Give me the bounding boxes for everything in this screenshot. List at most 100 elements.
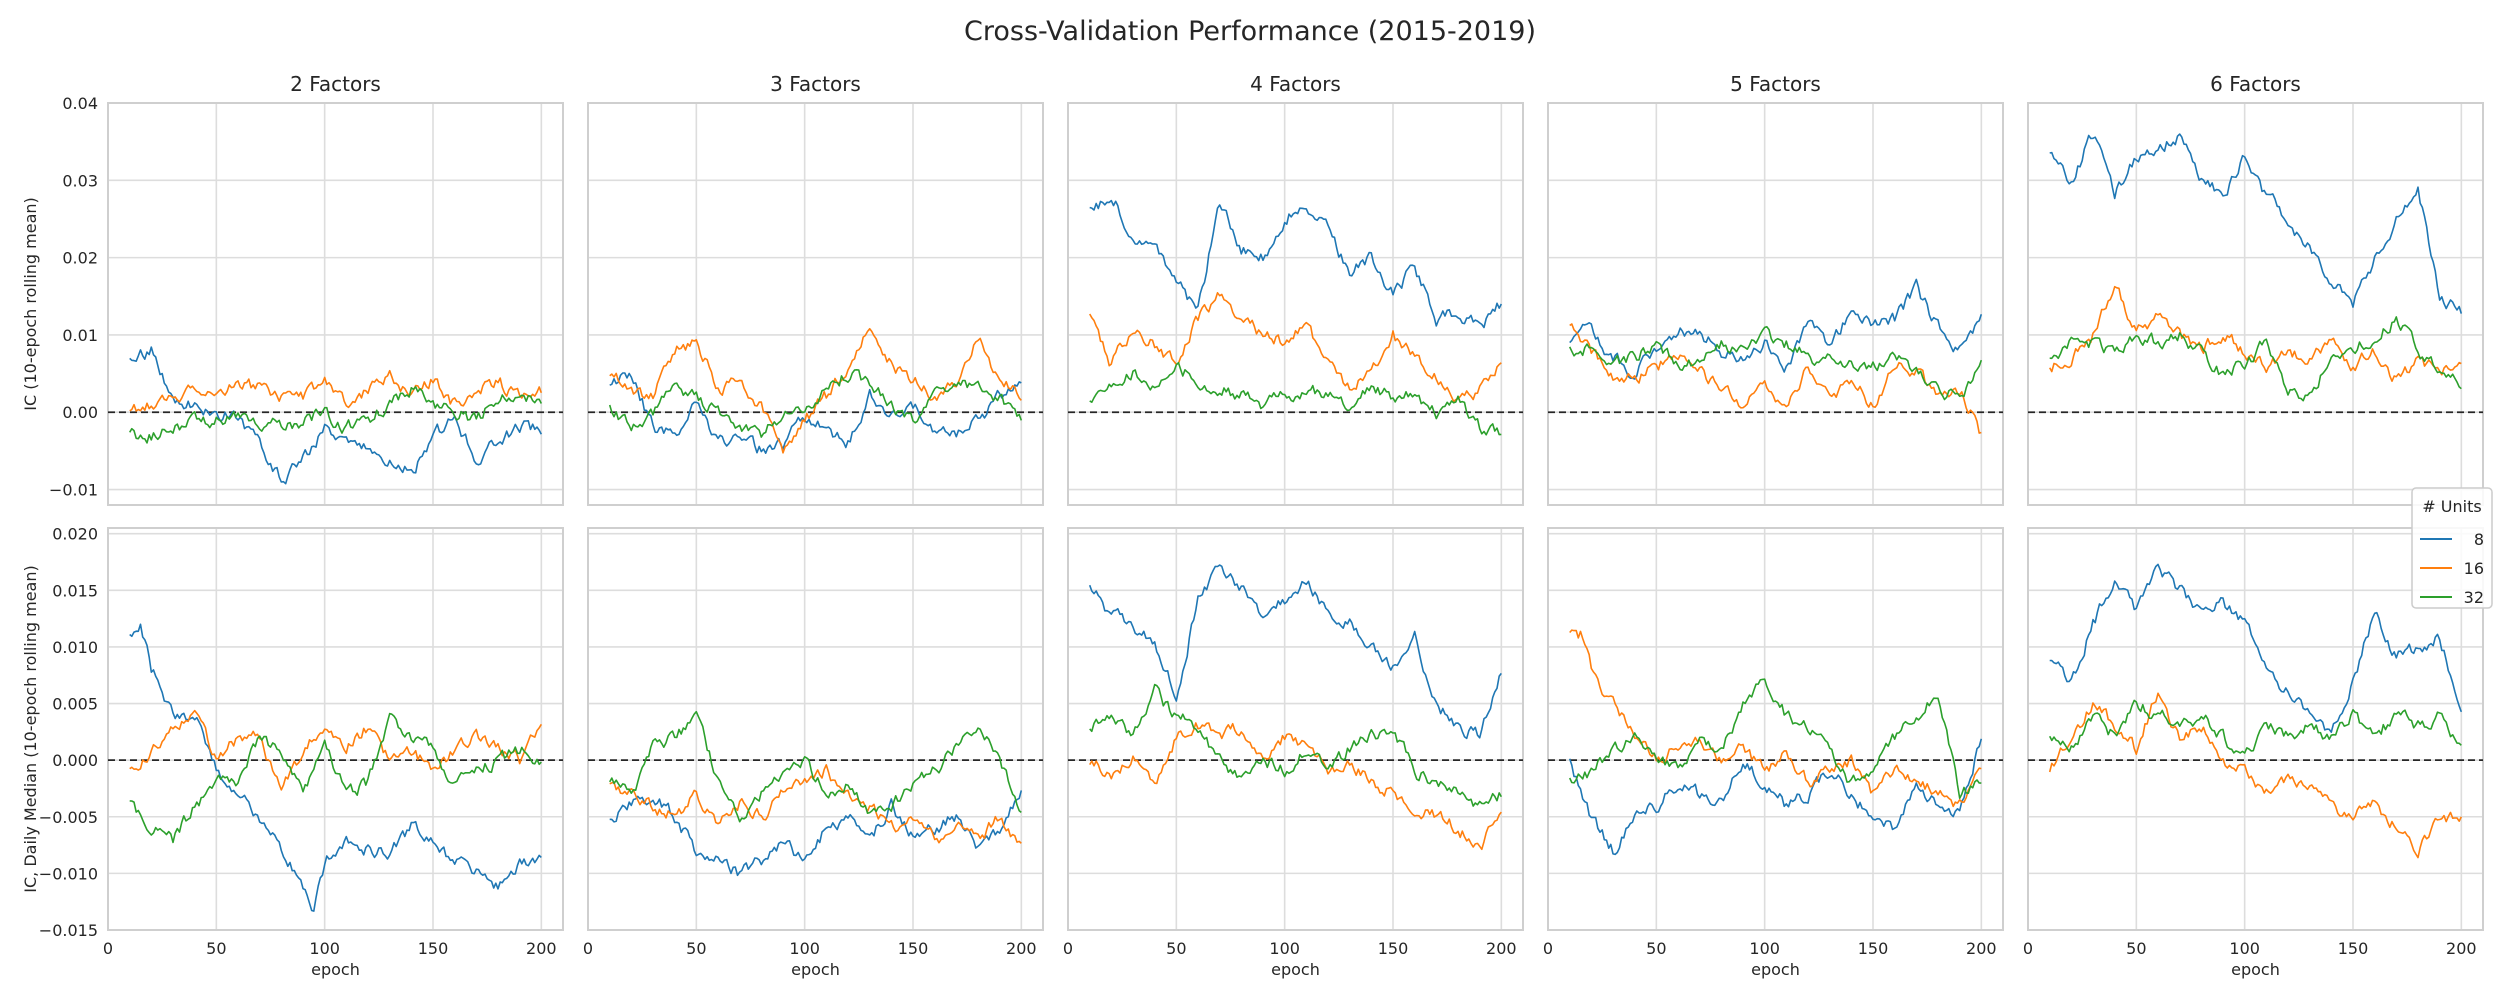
panel-frame bbox=[107, 102, 564, 506]
panel-r1-c1: 0 50 100 150 200 epoch bbox=[583, 527, 1044, 979]
x-axis-label: epoch bbox=[1271, 960, 1320, 979]
x-tick-label: 200 bbox=[1966, 939, 1997, 958]
x-tick-label: 100 bbox=[1269, 939, 1300, 958]
legend-title: # Units bbox=[2422, 497, 2481, 516]
series-line-8-units bbox=[1089, 199, 1503, 329]
y-tick-label: −0.01 bbox=[49, 481, 98, 500]
x-tick-label: 200 bbox=[1486, 939, 1517, 958]
series-line-32-units bbox=[129, 712, 542, 844]
x-tick-label: 150 bbox=[898, 939, 929, 958]
series-line-16-units bbox=[2048, 285, 2462, 382]
x-tick-label: 200 bbox=[2446, 939, 2477, 958]
series-line-8-units bbox=[1088, 564, 1502, 740]
panel-frame bbox=[587, 102, 1044, 506]
y-axis-label: IC (10-epoch rolling mean) bbox=[21, 197, 40, 411]
legend-label-32: 32 bbox=[2464, 588, 2484, 607]
series-line-8-units bbox=[129, 346, 543, 485]
panel-frame bbox=[587, 527, 1044, 931]
panel-frame bbox=[2027, 102, 2484, 506]
x-tick-label: 50 bbox=[1166, 939, 1186, 958]
panel-r0-c3: 5 Factors bbox=[1547, 72, 2004, 506]
y-tick-label: −0.010 bbox=[39, 864, 98, 883]
series-line-32-units bbox=[2049, 316, 2462, 402]
series-line-32-units bbox=[129, 386, 543, 444]
x-tick-label: 100 bbox=[789, 939, 820, 958]
figure-title: Cross-Validation Performance (2015-2019) bbox=[964, 16, 1536, 47]
x-tick-label: 0 bbox=[2023, 939, 2033, 958]
series-line-8-units bbox=[609, 372, 1022, 454]
y-axis-label: IC, Daily Median (10-epoch rolling mean) bbox=[21, 565, 40, 892]
x-axis-label: epoch bbox=[791, 960, 840, 979]
panel-frame bbox=[107, 527, 564, 931]
x-tick-label: 200 bbox=[526, 939, 557, 958]
panel-title: 2 Factors bbox=[290, 72, 381, 96]
x-tick-label: 50 bbox=[206, 939, 226, 958]
x-axis-label: epoch bbox=[2231, 960, 2280, 979]
x-tick-label: 100 bbox=[309, 939, 340, 958]
series-line-16-units bbox=[609, 764, 1022, 844]
y-tick-label: −0.005 bbox=[39, 808, 98, 827]
panel-r1-c2: 0 50 100 150 200 epoch bbox=[1063, 527, 1524, 979]
series-line-32-units bbox=[1089, 683, 1503, 807]
y-tick-label: 0.020 bbox=[52, 525, 98, 544]
panel-frame bbox=[1547, 527, 2004, 931]
panel-title: 6 Factors bbox=[2210, 72, 2301, 96]
y-tick-label: 0.015 bbox=[52, 581, 98, 600]
series-line-8-units bbox=[1568, 738, 1983, 856]
panel-frame bbox=[1067, 102, 1524, 506]
series-line-32-units bbox=[1089, 361, 1502, 436]
series-line-32-units bbox=[608, 710, 1022, 823]
x-tick-label: 150 bbox=[2338, 939, 2369, 958]
series-line-16-units bbox=[1569, 323, 1982, 434]
series-line-8-units bbox=[2049, 563, 2463, 733]
x-tick-label: 100 bbox=[2229, 939, 2260, 958]
x-tick-label: 0 bbox=[1543, 939, 1553, 958]
panel-r1-c4: 0 50 100 150 200 epoch bbox=[2023, 527, 2484, 979]
panel-title: 4 Factors bbox=[1250, 72, 1341, 96]
x-tick-label: 0 bbox=[103, 939, 113, 958]
series-line-16-units bbox=[129, 369, 543, 412]
x-tick-label: 100 bbox=[1749, 939, 1780, 958]
y-tick-label: 0.010 bbox=[52, 638, 98, 657]
y-tick-label: 0.000 bbox=[52, 751, 98, 770]
series-line-16-units bbox=[609, 327, 1022, 454]
panel-r1-c0: −0.015 −0.010 −0.005 0.000 0.005 0.010 0.015 0.… bbox=[21, 525, 564, 979]
series-line-16-units bbox=[1569, 629, 1982, 808]
legend-label-8: 8 bbox=[2474, 530, 2484, 549]
series-line-32-units bbox=[608, 369, 1023, 438]
legend-box bbox=[2411, 487, 2493, 609]
series-line-16-units bbox=[1089, 292, 1502, 403]
y-tick-label: 0.02 bbox=[62, 249, 98, 268]
series-line-32-units bbox=[1568, 678, 1982, 800]
series-line-8-units bbox=[609, 790, 1023, 877]
series-line-8-units bbox=[2049, 133, 2463, 314]
legend: # Units 8 16 32 bbox=[2411, 487, 2493, 609]
series-line-32-units bbox=[2048, 699, 2462, 754]
y-tick-label: 0.01 bbox=[62, 326, 98, 345]
x-tick-label: 150 bbox=[1858, 939, 1889, 958]
panel-r0-c1: 3 Factors bbox=[587, 72, 1044, 506]
x-tick-label: 150 bbox=[1378, 939, 1409, 958]
x-tick-label: 50 bbox=[686, 939, 706, 958]
x-tick-label: 50 bbox=[2126, 939, 2146, 958]
y-tick-label: −0.015 bbox=[39, 921, 98, 940]
panel-frame bbox=[1067, 527, 1524, 931]
panel-title: 3 Factors bbox=[770, 72, 861, 96]
panel-r0-c2: 4 Factors bbox=[1067, 72, 1524, 506]
legend-label-16: 16 bbox=[2464, 559, 2484, 578]
x-tick-label: 0 bbox=[583, 939, 593, 958]
panel-r1-c3: 0 50 100 150 200 epoch bbox=[1543, 527, 2004, 979]
y-tick-label: 0.00 bbox=[62, 403, 98, 422]
series-line-8-units bbox=[1569, 278, 1983, 380]
panel-r0-c0: 2 Factors −0.01 0.00 0.01 0.02 0.03 0.04 IC (10… bbox=[21, 72, 564, 506]
panel-grid: 2 Factors −0.01 0.00 0.01 0.02 0.03 0.04 IC (10… bbox=[21, 72, 2484, 979]
series-line-32-units bbox=[1568, 325, 1983, 401]
x-axis-label: epoch bbox=[1751, 960, 1800, 979]
x-tick-label: 0 bbox=[1063, 939, 1073, 958]
panel-frame bbox=[2027, 527, 2484, 931]
panel-r0-c4: 6 Factors bbox=[2027, 72, 2484, 506]
y-tick-label: 0.04 bbox=[62, 94, 98, 113]
x-tick-label: 150 bbox=[418, 939, 449, 958]
y-tick-label: 0.03 bbox=[62, 171, 98, 190]
